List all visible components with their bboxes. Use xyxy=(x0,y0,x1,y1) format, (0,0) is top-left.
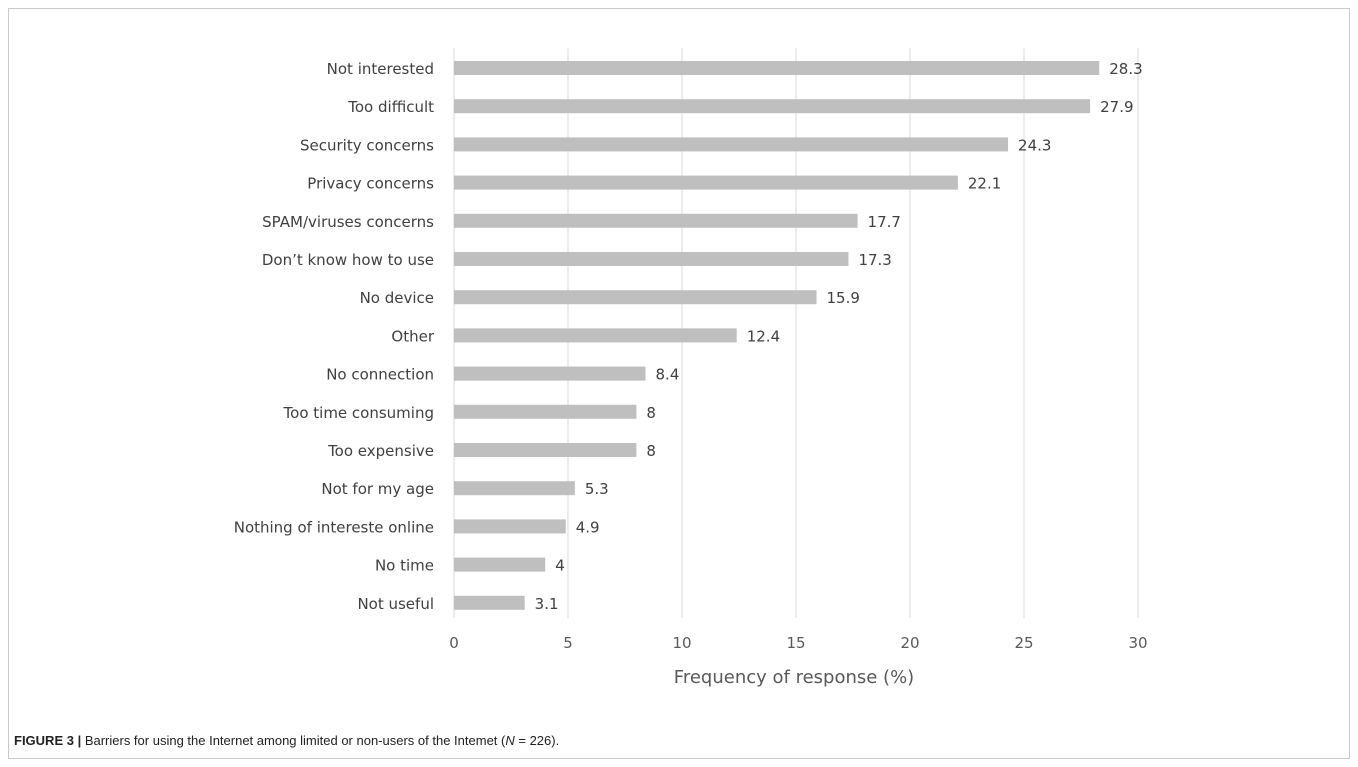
bar-0 xyxy=(454,61,1100,75)
category-label-14: Not useful xyxy=(357,595,434,613)
value-label-8: 8.4 xyxy=(656,366,680,384)
value-label-10: 8 xyxy=(646,442,656,460)
bar-12 xyxy=(454,519,566,534)
category-label-12: Nothing of intereste online xyxy=(234,518,434,536)
x-tick-label-10: 10 xyxy=(672,634,691,652)
category-label-1: Too difficult xyxy=(347,98,434,116)
caption-text-before: Barriers for using the Internet among li… xyxy=(81,733,506,748)
bar-3 xyxy=(454,175,958,190)
x-axis-label: Frequency of response (%) xyxy=(674,667,914,688)
bar-2 xyxy=(454,137,1009,152)
figure-frame xyxy=(8,8,1350,759)
value-label-5: 17.3 xyxy=(858,251,891,269)
caption-n-symbol: N xyxy=(505,733,515,748)
value-label-7: 12.4 xyxy=(747,327,780,345)
bar-11 xyxy=(454,481,575,496)
category-label-6: No device xyxy=(360,289,434,307)
category-label-0: Not interested xyxy=(327,60,434,78)
category-label-10: Too expensive xyxy=(327,442,434,460)
bar-4 xyxy=(454,213,858,228)
x-tick-label-25: 25 xyxy=(1014,634,1033,652)
x-tick-label-5: 5 xyxy=(563,634,573,652)
value-label-12: 4.9 xyxy=(576,518,600,536)
category-label-4: SPAM/viruses concerns xyxy=(262,213,434,231)
category-label-2: Security concerns xyxy=(300,136,434,154)
bar-chart: Not interested Too difficult Security conc… xyxy=(234,48,1148,688)
bar-6 xyxy=(454,290,817,305)
bar-5 xyxy=(454,252,849,266)
x-tick-label-0: 0 xyxy=(449,634,459,652)
category-label-13: No time xyxy=(375,557,434,575)
x-tick-labels: 0 5 10 15 20 25 30 xyxy=(449,634,1147,652)
category-label-3: Privacy concerns xyxy=(307,175,434,193)
category-label-11: Not for my age xyxy=(321,480,434,498)
category-label-7: Other xyxy=(391,327,434,345)
value-label-3: 22.1 xyxy=(968,175,1001,193)
bar-14 xyxy=(454,595,525,610)
bar-13 xyxy=(454,557,546,572)
bar-9 xyxy=(454,404,637,419)
value-label-14: 3.1 xyxy=(535,595,559,613)
value-label-11: 5.3 xyxy=(585,480,609,498)
value-label-9: 8 xyxy=(646,404,656,422)
value-labels: 28.3 27.9 24.3 22.1 17.7 17.3 15.9 12.4 8.4 8 8 5.3… xyxy=(535,60,1143,613)
bar-10 xyxy=(454,443,637,457)
x-tick-label-20: 20 xyxy=(900,634,919,652)
value-label-6: 15.9 xyxy=(827,289,860,307)
category-label-9: Too time consuming xyxy=(283,404,434,422)
bar-8 xyxy=(454,366,646,381)
category-label-5: Don’t know how to use xyxy=(262,251,434,269)
caption-lead: FIGURE 3 | xyxy=(14,733,82,748)
value-label-1: 27.9 xyxy=(1100,98,1133,116)
value-label-13: 4 xyxy=(555,557,565,575)
bar-1 xyxy=(454,99,1091,114)
caption-text-after: = 226). xyxy=(514,733,560,748)
x-tick-label-30: 30 xyxy=(1128,634,1147,652)
value-label-4: 17.7 xyxy=(868,213,901,231)
category-label-8: No connection xyxy=(326,366,434,384)
value-label-0: 28.3 xyxy=(1109,60,1142,78)
value-label-2: 24.3 xyxy=(1018,136,1051,154)
bars xyxy=(454,61,1100,610)
bar-7 xyxy=(454,328,737,343)
x-tick-label-15: 15 xyxy=(786,634,805,652)
category-labels: Not interested Too difficult Security conc… xyxy=(234,60,435,613)
figure-caption: FIGURE 3 | Barriers for using the Intern… xyxy=(14,733,559,748)
chart-area: Not interested Too difficult Security conc… xyxy=(168,18,1208,694)
